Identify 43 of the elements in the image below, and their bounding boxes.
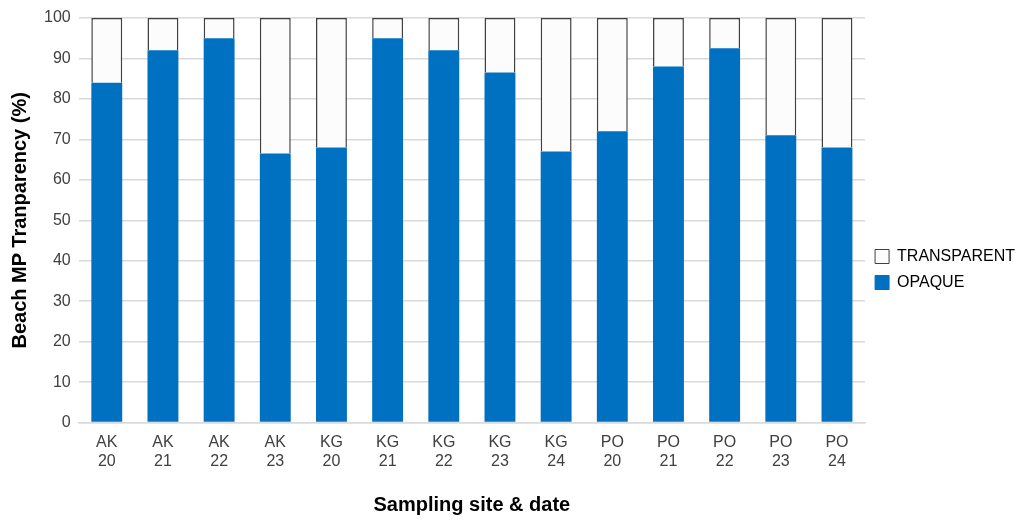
x-tick-label: KG 24 bbox=[544, 432, 568, 469]
y-tick-label: 70 bbox=[52, 129, 71, 147]
x-tick-label: PO 21 bbox=[656, 432, 681, 469]
bar bbox=[596, 131, 628, 422]
bar bbox=[428, 50, 460, 422]
y-tick-label: 20 bbox=[52, 332, 71, 350]
bar bbox=[484, 72, 516, 422]
legend-label: TRANSPARENT bbox=[897, 246, 1016, 264]
bar bbox=[653, 66, 684, 422]
bar bbox=[709, 48, 741, 422]
x-tick-label: KG 21 bbox=[376, 432, 400, 469]
bar bbox=[316, 147, 347, 422]
x-tick-label: AK 21 bbox=[152, 432, 174, 469]
x-tick-label: PO 23 bbox=[769, 432, 793, 469]
y-tick-label: 40 bbox=[52, 251, 71, 269]
bar bbox=[765, 135, 797, 422]
y-tick-label: 10 bbox=[52, 372, 71, 390]
y-tick-label: 0 bbox=[61, 413, 71, 431]
bar bbox=[821, 147, 853, 422]
bar bbox=[259, 153, 291, 422]
y-tick-label: 50 bbox=[52, 210, 71, 228]
legend-label: OPAQUE bbox=[897, 272, 965, 290]
y-axis-title: Beach MP Tranparency (%) bbox=[7, 92, 30, 349]
bar bbox=[147, 50, 179, 422]
x-tick-label: AK 22 bbox=[208, 432, 231, 469]
y-tick-label: 60 bbox=[52, 170, 71, 188]
y-tick-label: 30 bbox=[52, 291, 71, 309]
x-tick-label: AK 23 bbox=[264, 432, 287, 469]
bar bbox=[91, 82, 123, 422]
x-tick-label: KG 22 bbox=[432, 432, 456, 469]
x-tick-label: KG 20 bbox=[319, 432, 344, 469]
x-axis-title: Sampling site & date bbox=[373, 492, 571, 515]
x-tick-label: PO 24 bbox=[825, 432, 849, 469]
x-tick-label: PO 20 bbox=[600, 432, 624, 469]
bar bbox=[203, 38, 235, 422]
y-tick-label: 100 bbox=[43, 8, 71, 26]
bar bbox=[540, 151, 572, 422]
x-tick-label: AK 20 bbox=[96, 432, 118, 469]
x-tick-label: KG 23 bbox=[488, 432, 512, 469]
y-tick-label: 80 bbox=[52, 89, 71, 107]
bar bbox=[372, 38, 404, 422]
x-tick-label: PO 22 bbox=[713, 432, 737, 469]
y-tick-label: 90 bbox=[52, 48, 71, 66]
